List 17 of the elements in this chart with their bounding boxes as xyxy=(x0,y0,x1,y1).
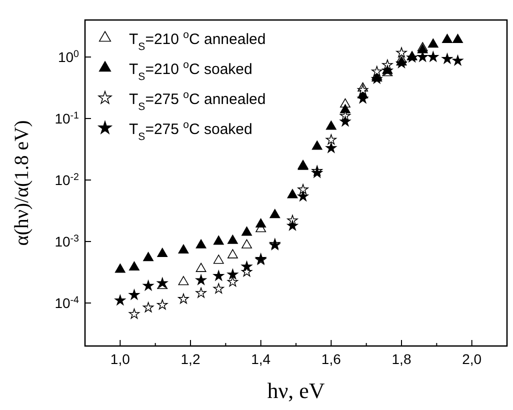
y-tick-label: 10$^{-3}$ xyxy=(54,233,80,250)
legend-label: T$_{S}$=210 $^{o}$C annealed xyxy=(129,29,266,53)
y-axis-title: α(hν)/α(1.8 eV) xyxy=(11,120,33,246)
y-tick-label: 10$^{0}$ xyxy=(58,48,80,66)
x-tick-label: 1,8 xyxy=(392,351,412,367)
x-tick-label: 1,0 xyxy=(110,351,130,367)
x-tick-label: 1,2 xyxy=(180,351,200,367)
legend-label: T$_{S}$=275 $^{o}$C annealed xyxy=(129,89,266,113)
x-tick-label: 1,6 xyxy=(321,351,342,367)
legend-label: T$_{S}$=210 $^{o}$C soaked xyxy=(129,59,252,83)
legend-label: T$_{S}$=275 $^{o}$C soaked xyxy=(129,119,252,143)
x-tick-label: 1,4 xyxy=(251,351,271,367)
x-axis-title: hν, eV xyxy=(267,378,325,403)
y-tick-label: 10$^{-4}$ xyxy=(54,294,80,312)
y-tick-label: 10$^{-2}$ xyxy=(54,172,79,188)
y-tick-label: 10$^{-1}$ xyxy=(54,110,79,127)
x-tick-label: 2,0 xyxy=(462,351,482,367)
